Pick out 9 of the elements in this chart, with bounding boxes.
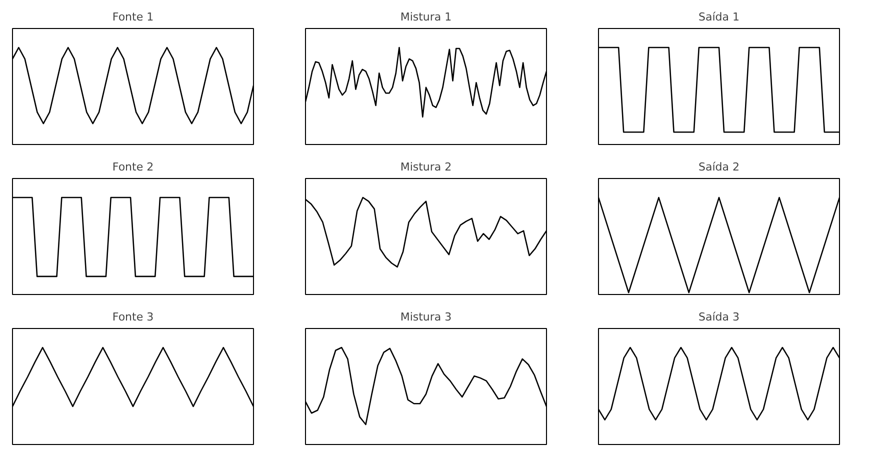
chart-title: Saída 1: [698, 10, 740, 24]
chart-title: Fonte 3: [112, 310, 154, 324]
chart-title: Saída 3: [698, 310, 740, 324]
chart-title: Mistura 1: [400, 10, 452, 24]
chart-title: Mistura 3: [400, 310, 452, 324]
chart-title: Fonte 1: [112, 10, 154, 24]
chart-title: Mistura 2: [400, 160, 452, 174]
chart-title: Fonte 2: [112, 160, 154, 174]
chart-title: Saída 2: [698, 160, 740, 174]
